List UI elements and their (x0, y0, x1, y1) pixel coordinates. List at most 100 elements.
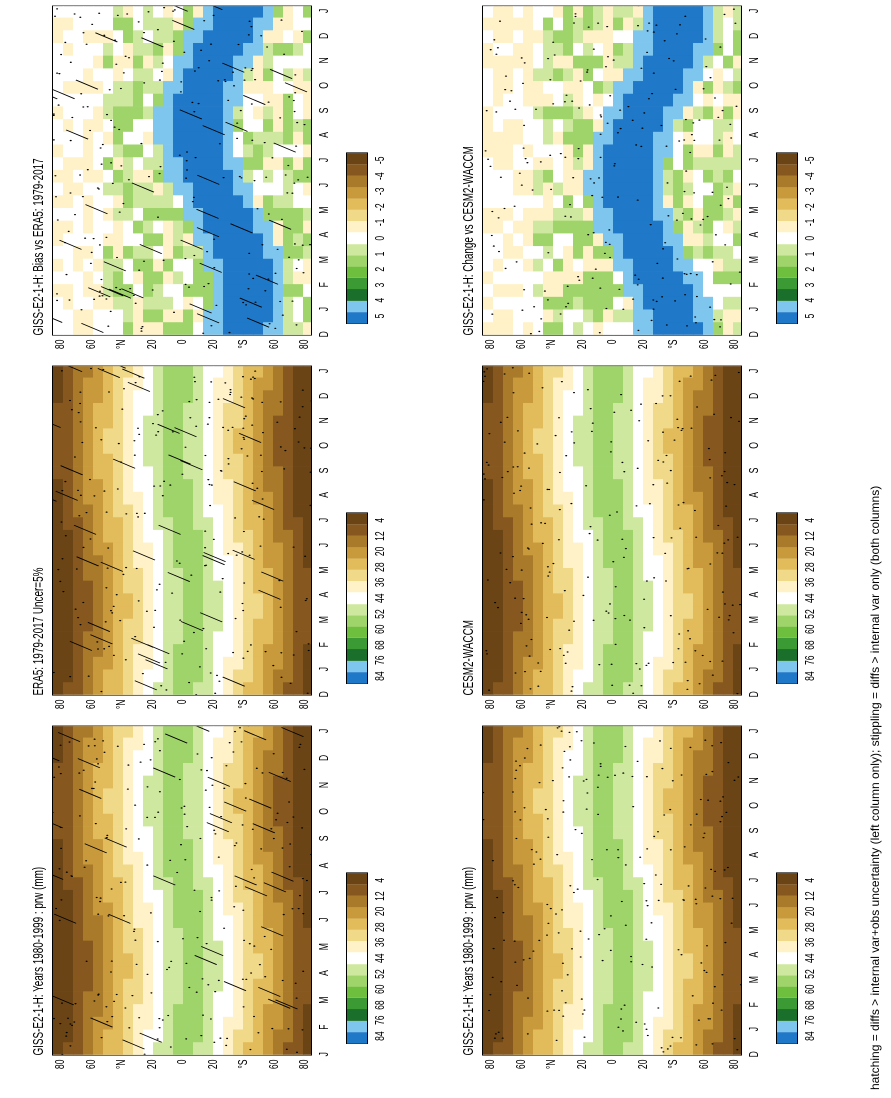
stipple-dot (244, 415, 247, 417)
heatmap-cell (683, 554, 694, 568)
heatmap-cell (263, 29, 274, 43)
heatmap-cell (233, 592, 244, 607)
heatmap-cell (533, 927, 544, 941)
heatmap-cell (103, 1041, 114, 1055)
heatmap-cell (233, 940, 244, 954)
heatmap-cell (673, 876, 684, 890)
heatmap-cell (603, 813, 614, 827)
heatmap-cell (123, 296, 134, 310)
heatmap-cell (283, 283, 294, 297)
heatmap-cell (553, 580, 564, 594)
heatmap-cell (273, 876, 284, 890)
heatmap-cell (703, 389, 714, 403)
heatmap-cell (603, 826, 614, 840)
heatmap-cell (493, 775, 504, 789)
heatmap-cell (53, 952, 64, 967)
heatmap-cell (483, 851, 494, 865)
heatmap-cell (723, 1029, 734, 1043)
heatmap-cell (573, 516, 584, 530)
heatmap-cell (83, 800, 94, 814)
x-tick-label: J (316, 368, 331, 373)
heatmap-cell (183, 1003, 194, 1017)
heatmap-cell (63, 55, 74, 69)
heatmap-cell (143, 67, 154, 82)
y-tick-label: 0 (174, 1059, 189, 1065)
heatmap-cell (113, 529, 124, 543)
stipple-dot (98, 12, 101, 14)
heatmap-cell (483, 838, 494, 852)
heatmap-cell (93, 427, 104, 442)
heatmap-cell (103, 669, 114, 683)
heatmap-cell (283, 169, 294, 183)
heatmap-cell (213, 725, 224, 738)
heatmap-cell (133, 800, 144, 814)
heatmap-cell (303, 309, 312, 323)
heatmap-cell (173, 580, 184, 594)
stipple-dot (610, 441, 613, 443)
heatmap-cell (123, 618, 134, 632)
stipple-dot (147, 11, 150, 13)
stipple-dot (225, 1044, 228, 1047)
heatmap-cell (73, 940, 84, 954)
stipple-dot (558, 726, 561, 728)
stipple-dot (65, 1031, 68, 1034)
heatmap-cell (173, 851, 184, 865)
stipple-dot (158, 583, 161, 585)
heatmap-cell (573, 377, 584, 391)
heatmap-cell (613, 402, 624, 416)
heatmap-cell (53, 491, 64, 505)
heatmap-cell (613, 542, 624, 556)
heatmap-cell (233, 914, 244, 928)
heatmap-cell (193, 618, 204, 632)
heatmap-cell (533, 952, 544, 967)
heatmap-cell (633, 440, 644, 454)
heatmap-cell (163, 258, 174, 272)
hatch-line (171, 19, 195, 30)
heatmap-cell (503, 377, 514, 391)
heatmap-cell (693, 669, 704, 683)
stipple-dot (677, 426, 680, 429)
heatmap-cell (183, 631, 194, 645)
heatmap-cell (623, 402, 634, 416)
stipple-dot (682, 501, 685, 504)
heatmap-cell (673, 402, 684, 416)
heatmap-cell (193, 656, 204, 670)
stipple-dot (493, 1037, 496, 1039)
stipple-dot (152, 422, 154, 425)
stipple-dot (570, 431, 573, 433)
stipple-dot (623, 1004, 626, 1006)
stipple-dot (204, 547, 207, 549)
heatmap-cell (503, 800, 514, 814)
heatmap-cell (53, 940, 64, 954)
stipple-dot (108, 89, 111, 91)
heatmap-cell (263, 440, 274, 454)
stipple-dot (236, 137, 239, 140)
heatmap-cell (83, 1003, 94, 1017)
heatmap-cell (283, 29, 294, 43)
stipple-dot (514, 777, 517, 780)
heatmap-cell (63, 377, 74, 391)
heatmap-cell (213, 876, 224, 890)
heatmap-cell (53, 978, 64, 992)
heatmap-cell (513, 271, 524, 285)
stipple-dot (671, 780, 674, 782)
heatmap-cell (173, 940, 184, 954)
heatmap-cell (673, 415, 684, 429)
heatmap-cell (163, 55, 174, 69)
heatmap-cell (203, 952, 214, 967)
heatmap-cell (173, 440, 184, 454)
heatmap-cell (103, 529, 114, 543)
heatmap-cell (693, 466, 704, 480)
colorbar-swatch (347, 187, 367, 199)
heatmap-cell (53, 232, 64, 247)
heatmap-cell (283, 965, 294, 979)
heatmap-cell (153, 554, 164, 568)
heatmap-cell (653, 737, 664, 751)
heatmap-cell (183, 271, 194, 285)
heatmap-cell (293, 42, 304, 56)
heatmap-cell (693, 1041, 704, 1055)
heatmap-cell (483, 876, 494, 890)
heatmap-cell (533, 605, 544, 619)
y-tick-label: 20 (205, 1059, 220, 1070)
heatmap-cell (733, 643, 742, 657)
